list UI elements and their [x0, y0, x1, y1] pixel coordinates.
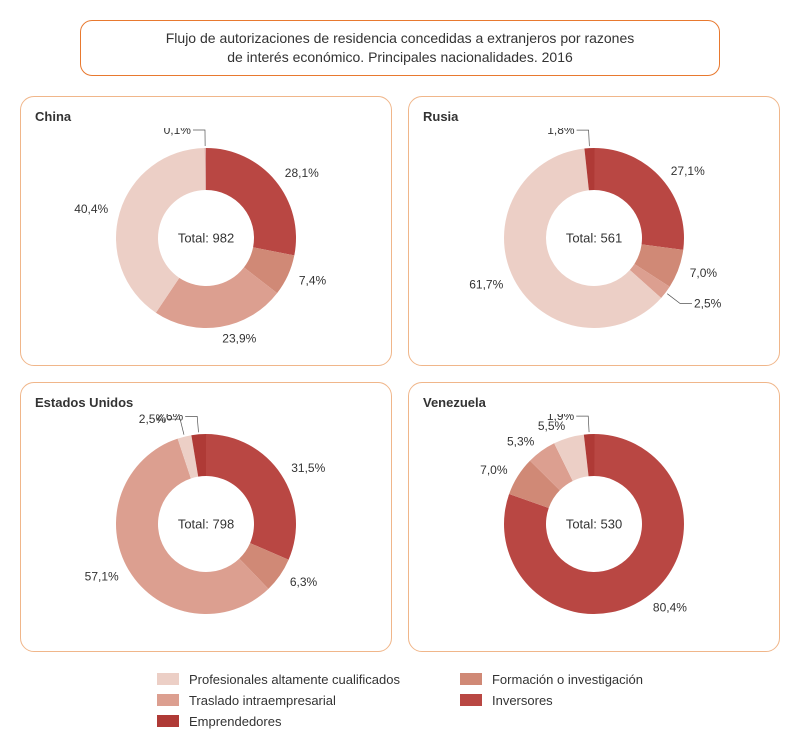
- legend-item-formacion: Formación o investigación: [460, 672, 643, 687]
- legend-item-emprendedores: Emprendedores: [157, 714, 400, 729]
- legend-swatch: [157, 673, 179, 685]
- total-label: Total: 561: [566, 230, 622, 245]
- panel-title: Venezuela: [423, 395, 765, 410]
- slice-label-emprendedores: 1,9%: [547, 414, 575, 423]
- panel-title: Rusia: [423, 109, 765, 124]
- legend-label: Profesionales altamente cualificados: [189, 672, 400, 687]
- donut-chart: 28,1% 7,4% 23,9% 40,4% 0,1% Total: 982: [35, 128, 377, 348]
- panel-title: Estados Unidos: [35, 395, 377, 410]
- panel-title: China: [35, 109, 377, 124]
- slice-label-profesionales: 61,7%: [469, 277, 503, 291]
- legend-swatch: [157, 715, 179, 727]
- slice-label-inversores: 31,5%: [291, 461, 325, 475]
- figure-title: Flujo de autorizaciones de residencia co…: [80, 20, 720, 76]
- slice-label-inversores: 27,1%: [671, 164, 705, 178]
- slice-label-formacion: 7,0%: [480, 463, 508, 477]
- legend-label: Formación o investigación: [492, 672, 643, 687]
- legend-swatch: [157, 694, 179, 706]
- slice-label-traslado: 57,1%: [85, 570, 119, 584]
- slice-label-inversores: 80,4%: [653, 600, 687, 614]
- legend-item-profesionales: Profesionales altamente cualificados: [157, 672, 400, 687]
- slice-label-traslado: 2,5%: [694, 296, 722, 310]
- donut-chart: 80,4%7,0%5,3%5,5%1,9%Total: 530: [423, 414, 765, 634]
- panel-venezuela: Venezuela80,4%7,0%5,3%5,5%1,9%Total: 530: [408, 382, 780, 652]
- donut-chart: 31,5%6,3%57,1%2,5%2,6%Total: 798: [35, 414, 377, 634]
- slice-inversores: [206, 434, 296, 560]
- slice-label-emprendedores: 2,6%: [156, 414, 184, 423]
- panel-china: China 28,1% 7,4% 23,9% 40,4% 0,1% Total: 982: [20, 96, 392, 366]
- slice-label-inversores: 28,1%: [285, 166, 319, 180]
- legend-item-traslado: Traslado intraempresarial: [157, 693, 400, 708]
- slice-label-formacion: 7,4%: [299, 273, 327, 287]
- legend-label: Inversores: [492, 693, 553, 708]
- legend: Profesionales altamente cualificados Tras…: [20, 672, 780, 729]
- title-line-1: Flujo de autorizaciones de residencia co…: [166, 30, 635, 46]
- legend-label: Traslado intraempresarial: [189, 693, 336, 708]
- legend-item-inversores: Inversores: [460, 693, 643, 708]
- slice-label-formacion: 7,0%: [690, 266, 718, 280]
- total-label: Total: 530: [566, 516, 622, 531]
- total-label: Total: 798: [178, 516, 234, 531]
- slice-label-emprendedores: 0,1%: [164, 128, 192, 137]
- donut-chart: 27,1% 7,0% 2,5% 61,7% 1,8% Total: 561: [423, 128, 765, 348]
- panel-rusia: Rusia 27,1% 7,0% 2,5% 61,7% 1,8% Total: 561: [408, 96, 780, 366]
- slice-label-formacion: 6,3%: [290, 575, 318, 589]
- slice-label-emprendedores: 1,8%: [547, 128, 575, 137]
- total-label: Total: 982: [178, 230, 234, 245]
- slice-label-traslado: 23,9%: [222, 331, 256, 345]
- legend-swatch: [460, 694, 482, 706]
- legend-label: Emprendedores: [189, 714, 282, 729]
- slice-label-traslado: 5,3%: [507, 434, 535, 448]
- panel-estados-unidos: Estados Unidos31,5%6,3%57,1%2,5%2,6%Tota…: [20, 382, 392, 652]
- legend-column: Profesionales altamente cualificados Tras…: [157, 672, 400, 729]
- legend-column: Formación o investigación Inversores: [460, 672, 643, 729]
- slice-label-profesionales: 40,4%: [74, 202, 108, 216]
- panels-grid: China 28,1% 7,4% 23,9% 40,4% 0,1% Total: 982 Ru…: [20, 96, 780, 652]
- legend-swatch: [460, 673, 482, 685]
- title-line-2: de interés económico. Principales nacion…: [227, 49, 573, 65]
